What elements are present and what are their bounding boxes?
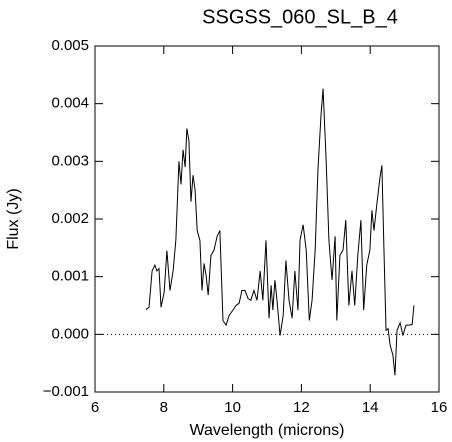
plot-frame xyxy=(94,45,440,393)
spectrum-line xyxy=(145,88,415,376)
y-axis-label: Flux (Jy) xyxy=(5,188,22,249)
y-tick-label: −0.001 xyxy=(43,383,89,400)
y-tick-label: 0.001 xyxy=(51,268,89,285)
y-tick-label: 0.000 xyxy=(51,325,89,342)
y-tick-label: 0.004 xyxy=(51,95,89,112)
y-tick-label: 0.002 xyxy=(51,210,89,227)
x-axis-label: Wavelength (microns) xyxy=(189,422,344,439)
x-tick-label: 16 xyxy=(431,399,448,416)
x-tick-label: 6 xyxy=(91,399,99,416)
x-tick-label: 8 xyxy=(160,399,168,416)
y-tick-label: 0.005 xyxy=(51,37,89,54)
x-tick-label: 14 xyxy=(362,399,379,416)
x-tick-label: 10 xyxy=(224,399,241,416)
x-tick-label: 12 xyxy=(293,399,310,416)
chart-title: SSGSS_060_SL_B_4 xyxy=(202,6,398,28)
y-tick-label: 0.003 xyxy=(51,152,89,169)
